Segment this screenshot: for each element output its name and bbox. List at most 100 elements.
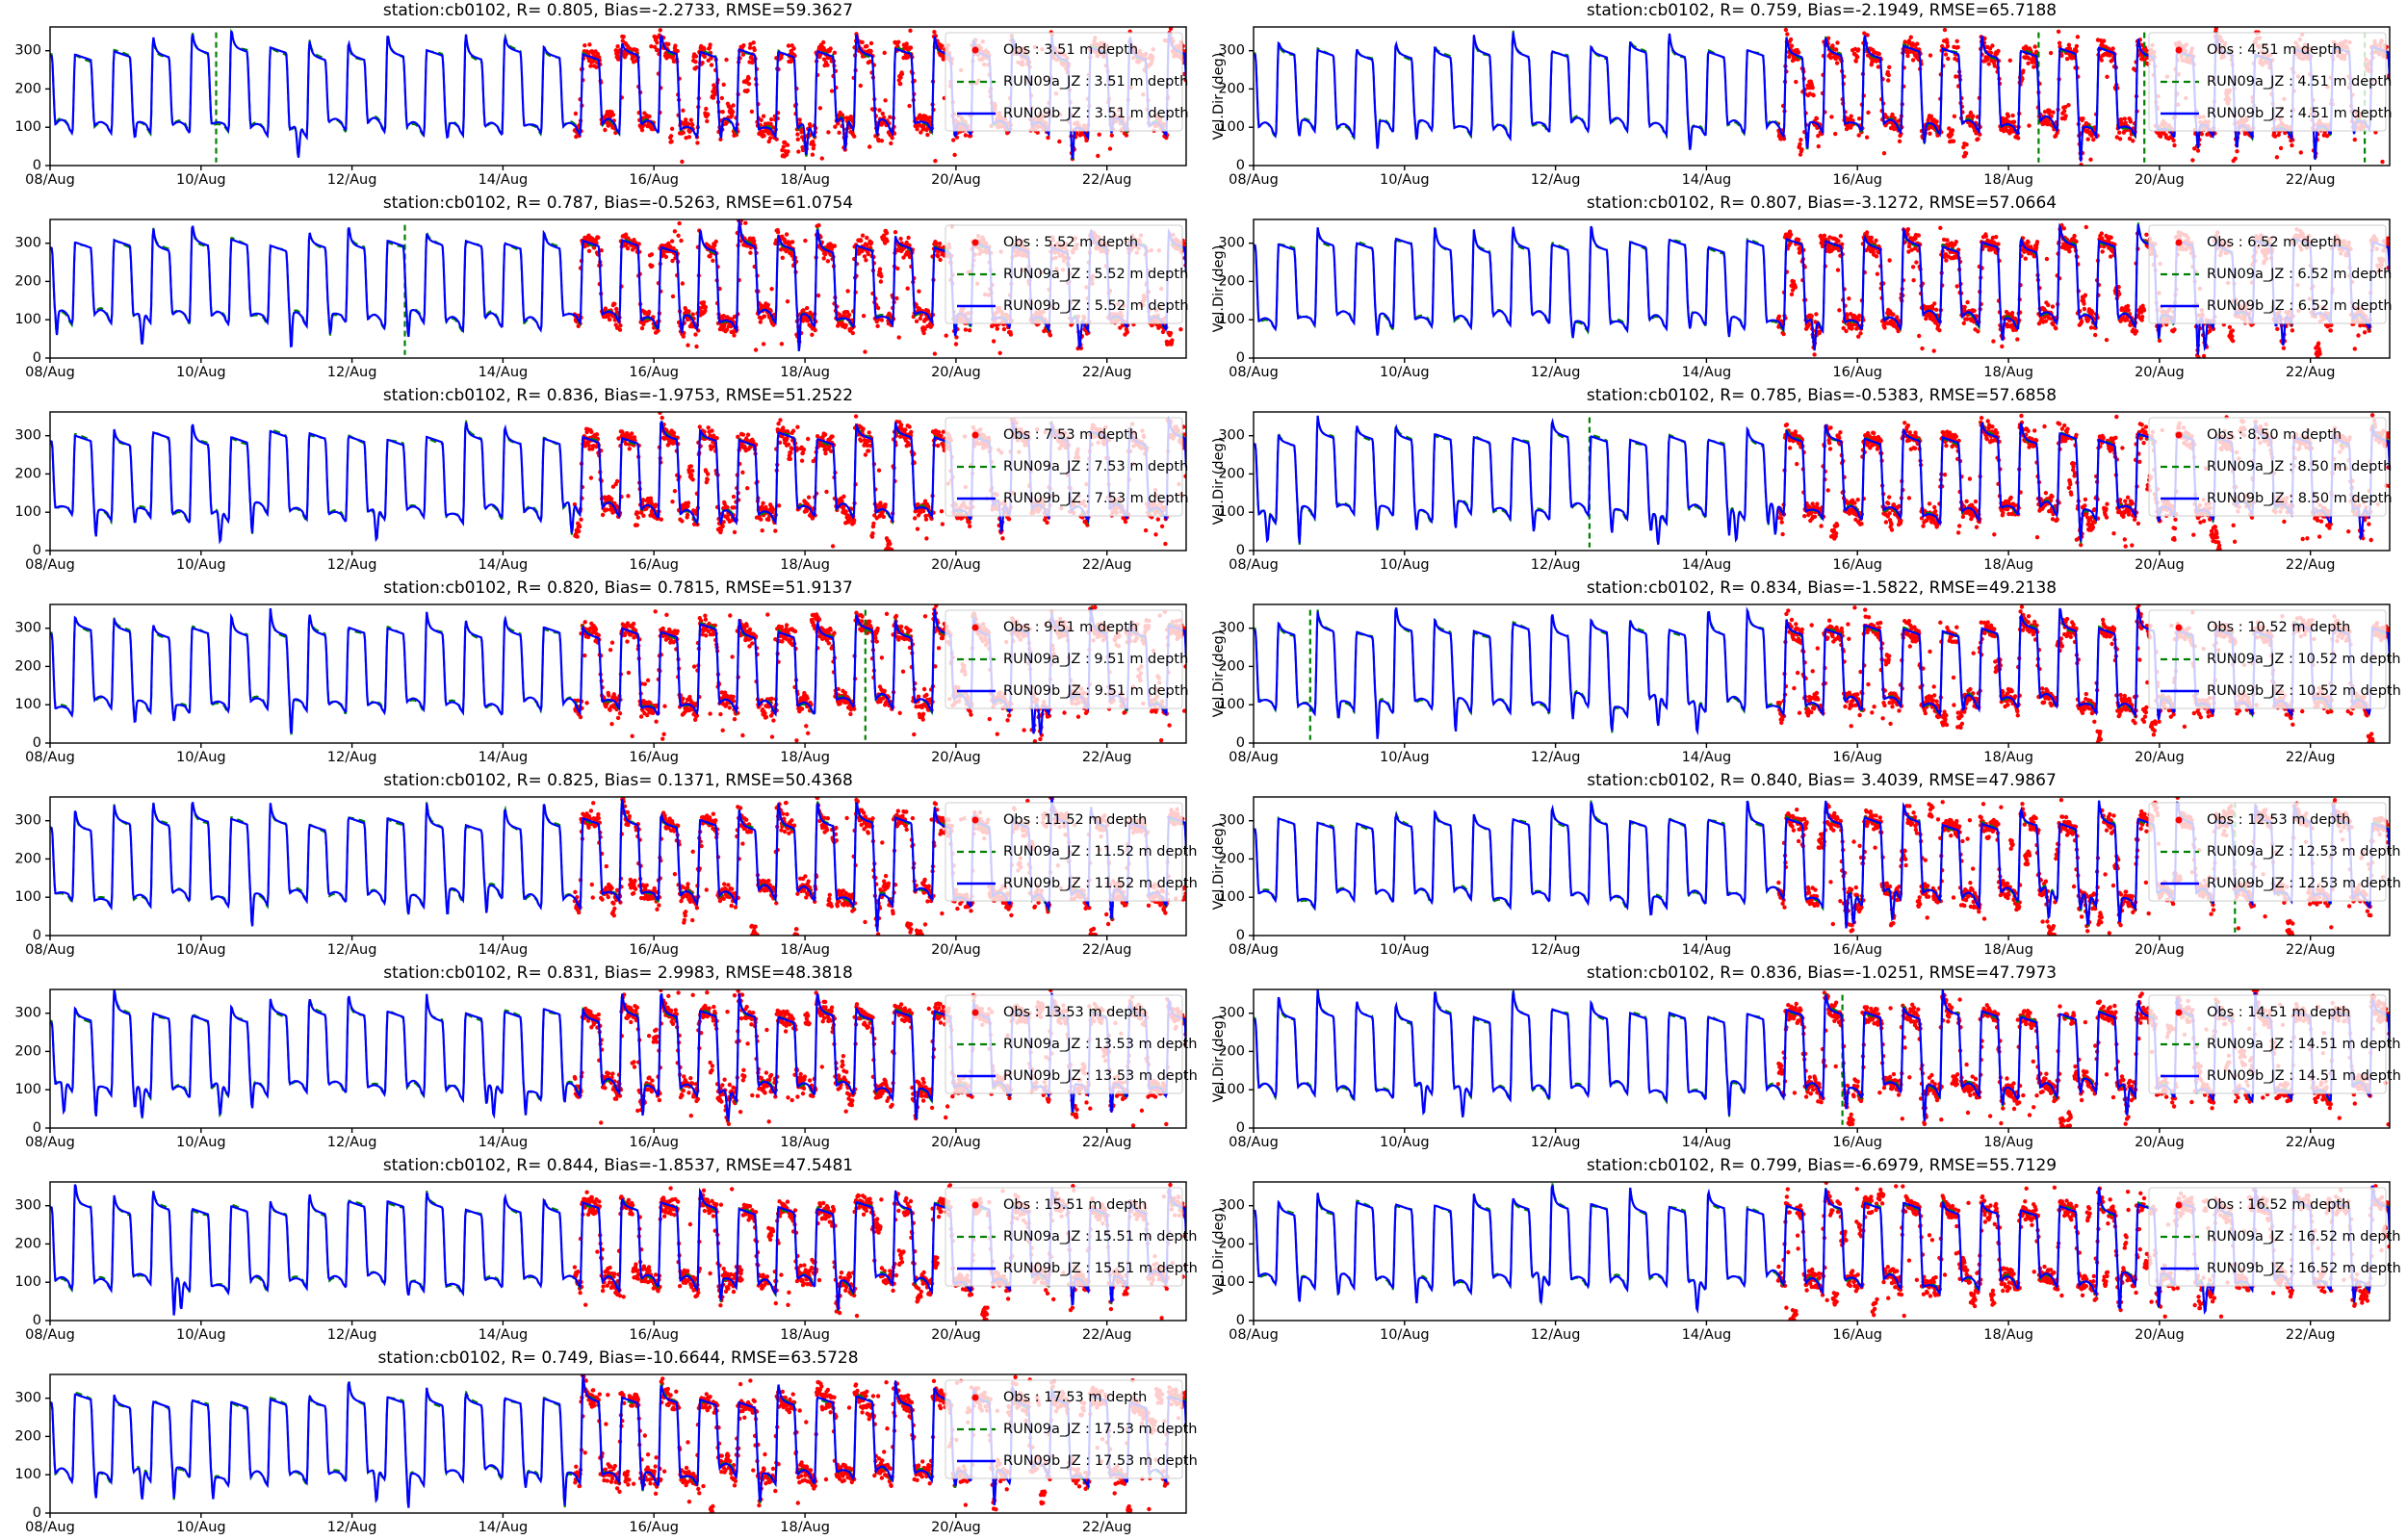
- legend-label-run09a: RUN09a_JZ : 17.53 m depth: [1003, 1422, 1198, 1437]
- legend-label-obs: Obs : 10.52 m depth: [2207, 620, 2350, 635]
- x-tick-label: 10/Aug: [176, 557, 226, 573]
- subplot-chart: 08/Aug 10/Aug 12/Aug 14/Aug 16/Aug 18/Aug 20/A…: [1211, 988, 2401, 1150]
- y-tick-label: 300: [1218, 813, 1245, 829]
- legend-box: [2148, 802, 2387, 902]
- legend-label-run09a: RUN09a_JZ : 13.53 m depth: [1003, 1037, 1198, 1052]
- x-tick-label: 08/Aug: [25, 365, 75, 380]
- x-tick-label: 14/Aug: [1682, 365, 1732, 380]
- legend-label-run09a: RUN09a_JZ : 3.51 m depth: [1003, 74, 1188, 90]
- y-tick-label: 200: [1218, 658, 1245, 674]
- y-axis-label: Vel.Dir (deg): [1211, 53, 1227, 141]
- y-tick-label: 0: [33, 350, 41, 366]
- y-tick-label: 300: [14, 1006, 41, 1021]
- legend-obs-marker: [2175, 46, 2183, 54]
- y-tick-label: 0: [1236, 1313, 1245, 1328]
- legend: Obs : 13.53 m depth RUN09a_JZ : 13.53 m d…: [945, 994, 1198, 1094]
- x-tick-label: 12/Aug: [1531, 172, 1581, 188]
- x-tick-label: 10/Aug: [176, 1135, 226, 1150]
- y-tick-label: 300: [14, 1198, 41, 1214]
- legend-box: [945, 994, 1183, 1094]
- x-tick-label: 14/Aug: [479, 1520, 529, 1535]
- plot-frame: [49, 796, 1187, 937]
- legend-label-run09b: RUN09b_JZ : 7.53 m depth: [1003, 491, 1189, 506]
- y-tick-label: 100: [1218, 504, 1245, 520]
- subplot-cb0102-6.52m: station:cb0102, R= 0.807, Bias=-3.1272, …: [1204, 192, 2407, 385]
- y-tick-label: 100: [1218, 697, 1245, 712]
- y-tick-label: 0: [1236, 928, 1245, 943]
- legend-box: [945, 1187, 1183, 1287]
- x-tick-label: 10/Aug: [1380, 172, 1430, 188]
- legend: Obs : 5.52 m depth RUN09a_JZ : 5.52 m dep…: [945, 224, 1189, 324]
- legend-label-run09a: RUN09a_JZ : 11.52 m depth: [1003, 844, 1198, 860]
- y-tick-label: 0: [33, 158, 41, 173]
- x-tick-label: 18/Aug: [1983, 750, 2033, 765]
- subplot-title: station:cb0102, R= 0.805, Bias=-2.2733, …: [382, 1, 854, 20]
- x-tick-label: 10/Aug: [176, 942, 226, 958]
- legend-label-run09a: RUN09a_JZ : 4.51 m depth: [2207, 74, 2392, 90]
- x-tick-label: 14/Aug: [1682, 1135, 1732, 1150]
- x-tick-label: 08/Aug: [1229, 942, 1279, 958]
- legend-obs-marker: [2175, 1201, 2183, 1209]
- subplot-cb0102-7.53m: station:cb0102, R= 0.836, Bias=-1.9753, …: [0, 385, 1204, 578]
- subplot-title: station:cb0102, R= 0.844, Bias=-1.8537, …: [382, 1156, 854, 1175]
- x-tick-label: 16/Aug: [629, 750, 679, 765]
- x-tick-label: 16/Aug: [629, 172, 679, 188]
- subplot-chart: 08/Aug 10/Aug 12/Aug 14/Aug 16/Aug 18/Aug 20/A…: [1211, 26, 2393, 188]
- x-tick-label: 22/Aug: [1082, 172, 1132, 188]
- subplot-title: station:cb0102, R= 0.787, Bias=-0.5263, …: [382, 193, 854, 213]
- x-tick-label: 12/Aug: [327, 750, 377, 765]
- legend-obs-marker: [971, 239, 979, 246]
- x-tick-label: 08/Aug: [1229, 172, 1279, 188]
- x-tick-label: 14/Aug: [1682, 750, 1732, 765]
- legend: Obs : 12.53 m depth RUN09a_JZ : 12.53 m d…: [2148, 802, 2401, 902]
- y-tick-label: 300: [1218, 43, 1245, 59]
- x-tick-label: 08/Aug: [1229, 1135, 1279, 1150]
- y-tick-label: 200: [14, 1043, 41, 1059]
- y-tick-label: 200: [1218, 81, 1245, 96]
- subplot-chart: 08/Aug 10/Aug 12/Aug 14/Aug 16/Aug 18/Aug 20/A…: [1211, 1181, 2401, 1343]
- x-tick-label: 10/Aug: [1380, 1135, 1430, 1150]
- x-tick-label: 10/Aug: [1380, 750, 1430, 765]
- y-tick-label: 100: [1218, 1082, 1245, 1097]
- x-tick-label: 12/Aug: [327, 172, 377, 188]
- x-tick-label: 10/Aug: [1380, 942, 1430, 958]
- legend-label-run09b: RUN09b_JZ : 5.52 m depth: [1003, 298, 1189, 314]
- y-tick-label: 200: [1218, 273, 1245, 289]
- subplot-cb0102-10.52m: station:cb0102, R= 0.834, Bias=-1.5822, …: [1204, 578, 2407, 770]
- x-tick-label: 22/Aug: [1082, 1520, 1132, 1535]
- y-tick-label: 200: [1218, 851, 1245, 866]
- x-tick-label: 22/Aug: [2286, 942, 2336, 958]
- y-tick-label: 0: [1236, 350, 1245, 366]
- x-tick-label: 22/Aug: [2286, 557, 2336, 573]
- x-tick-label: 12/Aug: [327, 557, 377, 573]
- plot-frame: [1253, 26, 2391, 167]
- y-tick-label: 200: [14, 273, 41, 289]
- y-axis-label: Vel.Dir (deg): [1211, 245, 1227, 333]
- x-tick-label: 08/Aug: [25, 1327, 75, 1343]
- x-tick-label: 18/Aug: [1983, 557, 2033, 573]
- subplot-chart: 08/Aug 10/Aug 12/Aug 14/Aug 16/Aug 18/Aug 20/A…: [1211, 796, 2401, 958]
- x-tick-label: 08/Aug: [1229, 750, 1279, 765]
- x-tick-label: 18/Aug: [780, 942, 830, 958]
- y-tick-label: 0: [33, 928, 41, 943]
- legend-label-run09a: RUN09a_JZ : 12.53 m depth: [2207, 844, 2401, 860]
- y-tick-label: 300: [14, 813, 41, 829]
- x-tick-label: 10/Aug: [176, 1520, 226, 1535]
- subplot-chart: 08/Aug 10/Aug 12/Aug 14/Aug 16/Aug 18/Aug 20/A…: [1211, 218, 2393, 380]
- x-tick-label: 08/Aug: [25, 750, 75, 765]
- legend-label-run09a: RUN09a_JZ : 14.51 m depth: [2207, 1037, 2401, 1052]
- subplot-title: station:cb0102, R= 0.807, Bias=-3.1272, …: [1586, 193, 2058, 213]
- x-tick-label: 18/Aug: [780, 1520, 830, 1535]
- x-tick-label: 22/Aug: [2286, 1327, 2336, 1343]
- run09a-line: [50, 797, 1186, 931]
- legend-obs-marker: [2175, 816, 2183, 824]
- legend-box: [2148, 417, 2387, 517]
- legend: Obs : 17.53 m depth RUN09a_JZ : 17.53 m d…: [945, 1379, 1198, 1479]
- legend-label-run09b: RUN09b_JZ : 15.51 m depth: [1003, 1261, 1198, 1276]
- x-tick-label: 16/Aug: [1832, 750, 1882, 765]
- y-tick-label: 300: [1218, 1006, 1245, 1021]
- legend-label-obs: Obs : 15.51 m depth: [1003, 1197, 1147, 1213]
- y-tick-label: 0: [33, 1313, 41, 1328]
- subplot-title: station:cb0102, R= 0.836, Bias=-1.0251, …: [1586, 963, 2058, 983]
- legend-label-obs: Obs : 12.53 m depth: [2207, 812, 2350, 828]
